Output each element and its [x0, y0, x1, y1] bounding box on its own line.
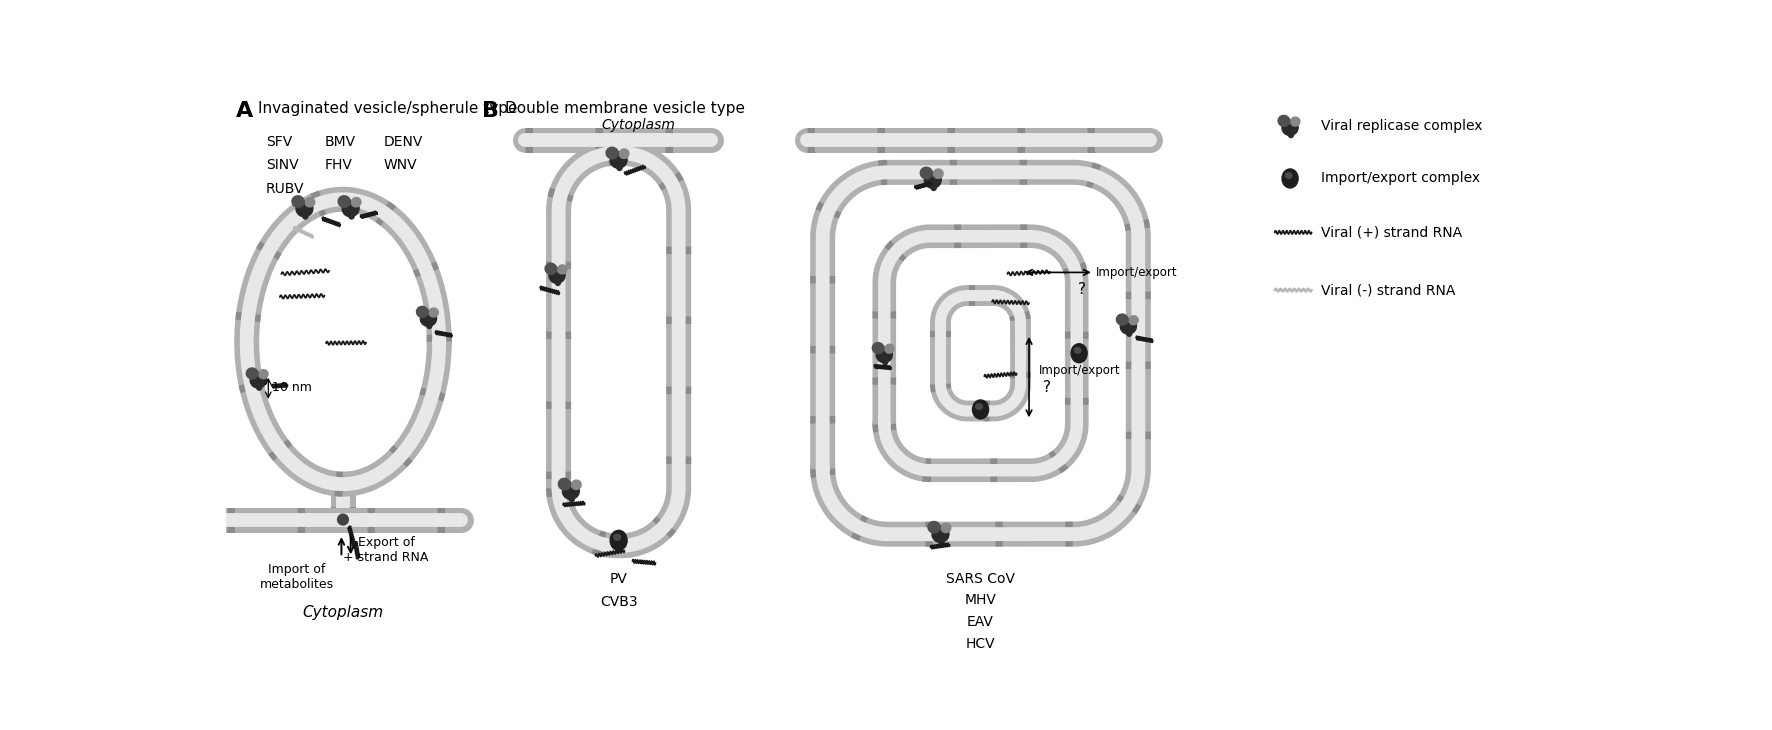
- Text: Import/export: Import/export: [1097, 266, 1178, 279]
- Ellipse shape: [342, 201, 360, 217]
- Ellipse shape: [571, 480, 581, 490]
- Text: Cytoplasm: Cytoplasm: [601, 118, 675, 131]
- Text: Cytoplasm: Cytoplasm: [303, 605, 383, 620]
- Ellipse shape: [429, 308, 438, 317]
- Text: FHV: FHV: [324, 158, 353, 172]
- Text: Viral replicase complex: Viral replicase complex: [1320, 119, 1483, 133]
- Text: DENV: DENV: [385, 135, 424, 150]
- Text: Import/export complex: Import/export complex: [1320, 172, 1480, 185]
- Ellipse shape: [305, 198, 315, 207]
- Ellipse shape: [1281, 169, 1299, 188]
- Text: SFV: SFV: [266, 135, 292, 150]
- Ellipse shape: [555, 280, 560, 285]
- Text: EAV: EAV: [968, 615, 994, 629]
- Ellipse shape: [617, 164, 622, 171]
- Text: Viral (+) strand RNA: Viral (+) strand RNA: [1320, 226, 1462, 239]
- Text: WNV: WNV: [385, 158, 418, 172]
- Ellipse shape: [562, 483, 579, 499]
- Text: SARS CoV: SARS CoV: [946, 572, 1015, 586]
- Ellipse shape: [558, 478, 571, 490]
- Ellipse shape: [872, 342, 884, 353]
- Ellipse shape: [618, 149, 629, 158]
- Ellipse shape: [973, 400, 989, 419]
- Ellipse shape: [1281, 120, 1299, 135]
- Ellipse shape: [1285, 173, 1292, 178]
- Ellipse shape: [1127, 330, 1132, 337]
- Ellipse shape: [882, 358, 888, 365]
- Circle shape: [338, 514, 349, 525]
- Ellipse shape: [1278, 115, 1290, 126]
- Text: MHV: MHV: [964, 593, 996, 607]
- Text: Import/export: Import/export: [1038, 364, 1120, 377]
- Ellipse shape: [610, 531, 627, 550]
- Ellipse shape: [338, 196, 351, 207]
- Ellipse shape: [569, 495, 574, 502]
- Text: SINV: SINV: [266, 158, 299, 172]
- Text: CVB3: CVB3: [599, 595, 638, 609]
- Ellipse shape: [930, 184, 936, 191]
- Ellipse shape: [1120, 319, 1136, 334]
- Ellipse shape: [246, 368, 259, 379]
- Ellipse shape: [296, 201, 314, 217]
- Ellipse shape: [934, 169, 943, 178]
- Text: RUBV: RUBV: [266, 182, 305, 196]
- Ellipse shape: [925, 172, 941, 188]
- Ellipse shape: [558, 265, 567, 274]
- Ellipse shape: [920, 167, 932, 179]
- Ellipse shape: [1070, 344, 1088, 363]
- Text: Double membrane vesicle type: Double membrane vesicle type: [505, 101, 744, 117]
- Text: A: A: [236, 101, 253, 121]
- Ellipse shape: [416, 307, 429, 318]
- Ellipse shape: [1288, 131, 1294, 137]
- Ellipse shape: [606, 147, 618, 159]
- Ellipse shape: [613, 534, 620, 540]
- Ellipse shape: [1129, 316, 1138, 325]
- Ellipse shape: [941, 523, 952, 533]
- Ellipse shape: [610, 152, 627, 168]
- Text: B: B: [482, 101, 498, 121]
- Ellipse shape: [1290, 117, 1301, 126]
- Text: BMV: BMV: [324, 135, 356, 150]
- Ellipse shape: [250, 372, 266, 388]
- Ellipse shape: [929, 521, 941, 533]
- Text: ?: ?: [1077, 282, 1086, 297]
- Text: PV: PV: [610, 572, 627, 586]
- Ellipse shape: [1116, 314, 1129, 325]
- Ellipse shape: [884, 345, 895, 353]
- Text: 10 nm: 10 nm: [273, 381, 312, 394]
- Ellipse shape: [292, 196, 305, 207]
- Ellipse shape: [349, 212, 354, 219]
- Ellipse shape: [875, 347, 893, 363]
- Ellipse shape: [420, 311, 436, 326]
- Ellipse shape: [546, 264, 556, 274]
- Ellipse shape: [351, 198, 361, 207]
- Text: Export of
+ strand RNA: Export of + strand RNA: [344, 536, 429, 564]
- Text: Viral (-) strand RNA: Viral (-) strand RNA: [1320, 283, 1455, 297]
- Ellipse shape: [303, 212, 308, 219]
- Text: HCV: HCV: [966, 637, 996, 650]
- Ellipse shape: [257, 384, 262, 390]
- Text: Invaginated vesicle/spherule type: Invaginated vesicle/spherule type: [259, 101, 517, 117]
- Ellipse shape: [1074, 347, 1081, 353]
- Ellipse shape: [939, 538, 944, 545]
- Text: ?: ?: [1042, 380, 1051, 396]
- Ellipse shape: [932, 526, 950, 542]
- Text: Import of
metabolites: Import of metabolites: [260, 564, 333, 591]
- Ellipse shape: [976, 404, 982, 410]
- Ellipse shape: [549, 268, 565, 283]
- Ellipse shape: [427, 323, 432, 329]
- Ellipse shape: [259, 369, 268, 379]
